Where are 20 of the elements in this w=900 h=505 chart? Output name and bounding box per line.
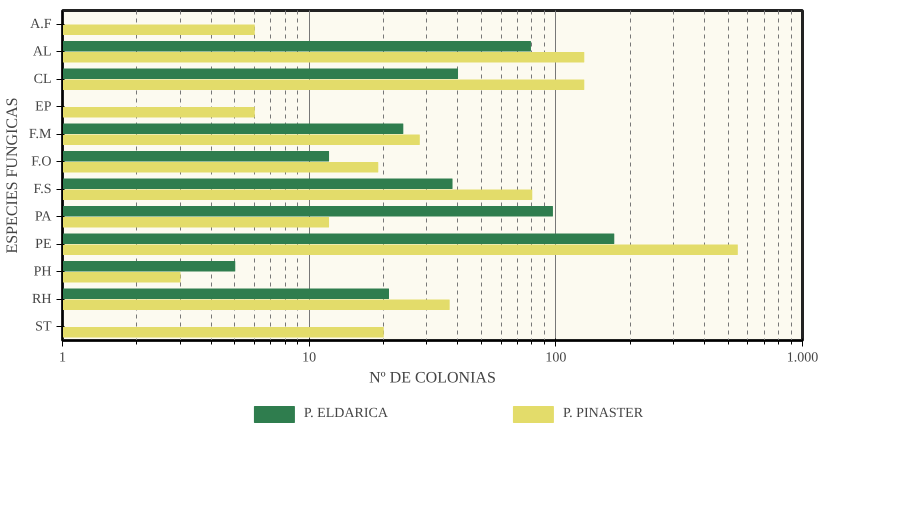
y-tick-label: ST <box>35 319 52 334</box>
x-tick-label: 100 <box>545 350 566 366</box>
x-tick-label: 1.000 <box>786 350 818 366</box>
legend-label: P. PINASTER <box>562 406 644 422</box>
y-tick-label: AL <box>32 44 52 60</box>
x-tick-label: 1 <box>59 350 66 366</box>
legend-label: P. ELDARICA <box>304 406 388 422</box>
x-tick-label: 10 <box>302 350 316 366</box>
y-tick-label: F.O <box>31 154 52 170</box>
y-tick-label: F.M <box>28 126 52 142</box>
y-tick-label: EP <box>35 99 52 114</box>
y-tick-label: F.S <box>34 182 52 197</box>
y-tick-label: RH <box>32 292 52 307</box>
y-tick-label: A.F <box>30 16 52 32</box>
y-tick-label: CL <box>34 72 52 87</box>
y-tick-label: PH <box>34 264 52 280</box>
x-axis-title: Nº DE COLONIAS <box>369 370 496 386</box>
y-tick-label: PE <box>35 236 52 252</box>
y-tick-label: PA <box>34 209 52 224</box>
y-axis-title: ESPECIES FUNGICAS <box>4 97 21 254</box>
